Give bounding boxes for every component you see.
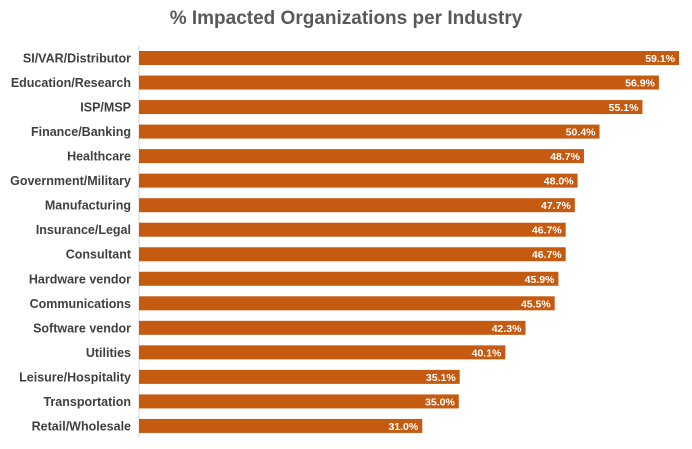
bar bbox=[139, 296, 555, 311]
bar bbox=[139, 418, 423, 433]
category-label: Insurance/Legal bbox=[36, 223, 131, 237]
value-label: 35.0% bbox=[425, 396, 455, 408]
bar bbox=[139, 271, 559, 286]
value-label: 46.7% bbox=[532, 225, 562, 237]
value-label: 47.7% bbox=[541, 200, 571, 212]
category-label: Leisure/Hospitality bbox=[19, 370, 131, 384]
bar bbox=[139, 394, 459, 409]
value-label: 40.1% bbox=[472, 347, 502, 359]
bar bbox=[139, 198, 575, 213]
value-label: 35.1% bbox=[426, 372, 456, 384]
category-label: Consultant bbox=[66, 248, 132, 262]
value-label: 46.7% bbox=[532, 249, 562, 261]
bar bbox=[139, 247, 566, 262]
bar bbox=[139, 222, 566, 237]
bar bbox=[139, 124, 600, 139]
category-label: Manufacturing bbox=[45, 199, 131, 213]
value-label: 59.1% bbox=[645, 53, 675, 65]
category-label: ISP/MSP bbox=[80, 101, 131, 115]
value-label: 42.3% bbox=[492, 323, 522, 335]
value-label: 31.0% bbox=[388, 421, 418, 433]
category-label: Education/Research bbox=[11, 76, 131, 90]
category-label: Communications bbox=[30, 297, 131, 311]
value-label: 50.4% bbox=[566, 127, 596, 139]
value-label: 56.9% bbox=[625, 78, 655, 90]
category-label: Finance/Banking bbox=[31, 125, 131, 139]
chart-title: % Impacted Organizations per Industry bbox=[169, 8, 523, 29]
category-label: Healthcare bbox=[67, 150, 131, 164]
value-label: 45.9% bbox=[525, 274, 555, 286]
bar bbox=[139, 369, 460, 384]
category-label: Utilities bbox=[86, 346, 131, 360]
value-label: 48.0% bbox=[544, 176, 574, 188]
category-label: SI/VAR/Distributor bbox=[23, 52, 131, 66]
bar bbox=[139, 75, 659, 90]
category-label: Software vendor bbox=[33, 321, 131, 335]
category-label: Hardware vendor bbox=[29, 272, 131, 286]
category-label: Transportation bbox=[43, 395, 131, 409]
value-label: 48.7% bbox=[550, 151, 580, 163]
category-label: Retail/Wholesale bbox=[32, 419, 131, 433]
bar bbox=[139, 173, 578, 188]
bar bbox=[139, 100, 643, 115]
bar bbox=[139, 320, 526, 335]
value-label: 45.5% bbox=[521, 298, 551, 310]
bar bbox=[139, 51, 679, 65]
bar bbox=[139, 149, 584, 164]
category-label: Government/Military bbox=[10, 174, 131, 188]
value-label: 55.1% bbox=[609, 102, 639, 114]
bar bbox=[139, 345, 506, 360]
